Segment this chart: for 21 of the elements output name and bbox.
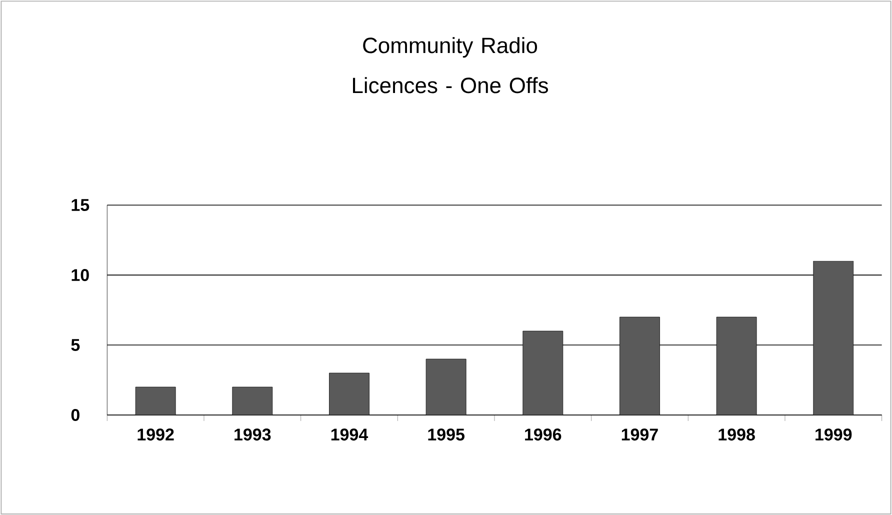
- x-tick-label: 1995: [428, 428, 464, 440]
- bar: [813, 260, 854, 415]
- bar: [426, 358, 466, 415]
- chart-title: Community Radio Licences - One Offs: [353, 37, 548, 94]
- x-tick-label: 1999: [816, 428, 852, 440]
- bar: [329, 372, 370, 415]
- bar: [232, 386, 272, 415]
- x-tick-label: 1992: [138, 428, 174, 440]
- x-tick-label: 1996: [525, 428, 562, 440]
- x-tick-label: 1998: [718, 428, 755, 440]
- bar: [620, 316, 660, 415]
- y-tick-label: 0: [71, 408, 80, 421]
- x-tick-label: 1994: [331, 428, 368, 440]
- bar: [136, 386, 176, 415]
- bar: [522, 330, 563, 415]
- bar: [716, 316, 757, 415]
- x-tick-label: 1993: [234, 428, 271, 441]
- y-tick-label: 15: [72, 199, 90, 211]
- y-tick-label: 5: [71, 339, 80, 351]
- x-tick-label: 1997: [622, 428, 658, 440]
- y-tick-label: 10: [72, 268, 89, 282]
